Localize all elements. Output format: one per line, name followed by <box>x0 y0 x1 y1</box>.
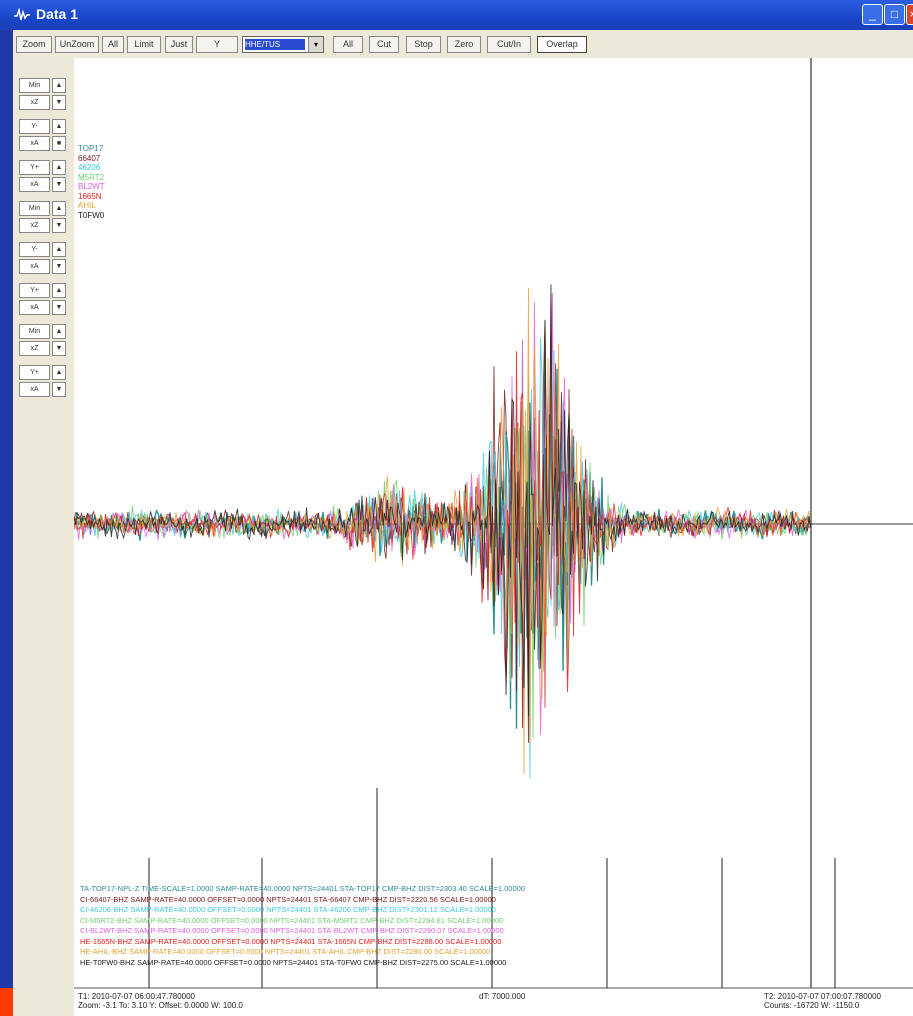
arrow-up-icon[interactable]: ▲ <box>52 78 66 93</box>
control-bottom-button[interactable]: xA <box>19 177 50 192</box>
trace-info: CI-46206-BHZ SAMP-RATE=40.0000 OFFSET=0.… <box>80 905 496 914</box>
control-group: Y- ▲ xA ▼ <box>19 242 66 276</box>
overlap-button[interactable]: Overlap <box>537 36 587 53</box>
window-title: Data 1 <box>36 6 79 22</box>
trace-info: TA-TOP17-NPL-Z TIME-SCALE=1.0000 SAMP-RA… <box>80 884 525 893</box>
control-top-button[interactable]: Min <box>19 78 50 93</box>
trace-info: CI-M5RT2-BHZ SAMP-RATE=40.0000 OFFSET=0.… <box>80 915 504 925</box>
waveform-trace <box>74 338 811 779</box>
control-top-button[interactable]: Min <box>19 201 50 216</box>
all-button[interactable]: All <box>102 36 124 53</box>
arrow-up-icon[interactable]: ▲ <box>52 324 66 339</box>
combo-dropdown-icon[interactable]: ▾ <box>308 37 323 52</box>
arrow-up-icon[interactable]: ▲ <box>52 365 66 380</box>
end-time: T2: 2010-07-07 07:00:07.780000 <box>764 992 881 1001</box>
stop-square-icon[interactable]: ■ <box>52 136 66 151</box>
minimize-button[interactable]: _ <box>862 4 883 25</box>
seismogram-plot[interactable]: TOP17 66407 46206 M5RT2 BL2WT 1665N AHIL… <box>74 58 913 1016</box>
station-combo-value: HHE/TUS <box>245 39 305 50</box>
toolbar: Zoom UnZoom All Limit Just Y HHE/TUS ▾ A… <box>13 30 913 58</box>
trace-info-lines: TA-TOP17-NPL-Z TIME-SCALE=1.0000 SAMP-RA… <box>80 884 525 968</box>
stop-button[interactable]: Stop <box>406 36 441 53</box>
arrow-up-icon[interactable]: ▲ <box>52 283 66 298</box>
control-bottom-button[interactable]: xA <box>19 259 50 274</box>
control-group: Y+ ▲ xA ▼ <box>19 160 66 194</box>
control-top-button[interactable]: Y+ <box>19 365 50 380</box>
station-legend: TOP17 66407 46206 M5RT2 BL2WT 1665N AHIL… <box>78 144 105 220</box>
start-time: T1: 2010-07-07 06:00:47.780000 <box>78 992 195 1001</box>
arrow-down-icon[interactable]: ▼ <box>52 218 66 233</box>
waveform-traces <box>74 284 812 779</box>
control-group: Y- ▲ xA ■ <box>19 119 66 153</box>
control-top-button[interactable]: Y- <box>19 119 50 134</box>
legend-entry[interactable]: T0FW0 <box>78 210 105 220</box>
y-button[interactable]: Y <box>196 36 238 53</box>
legend-entry[interactable]: M5RT2 <box>78 172 105 182</box>
legend-entry[interactable]: 46206 <box>78 163 101 172</box>
waveform-trace <box>74 351 811 708</box>
legend-entry[interactable]: 1665N <box>78 191 102 201</box>
station-combo[interactable]: HHE/TUS ▾ <box>242 36 324 53</box>
control-top-button[interactable]: Y- <box>19 242 50 257</box>
legend-entry[interactable]: TOP17 <box>78 144 104 153</box>
control-top-button[interactable]: Y+ <box>19 283 50 298</box>
control-top-button[interactable]: Y+ <box>19 160 50 175</box>
phase-markers <box>148 788 836 988</box>
close-button[interactable]: × <box>906 4 913 25</box>
legend-entry[interactable]: AHIL <box>78 201 96 210</box>
waveform-trace <box>74 368 812 729</box>
arrow-down-icon[interactable]: ▼ <box>52 382 66 397</box>
control-top-button[interactable]: Min <box>19 324 50 339</box>
waveform-trace <box>74 284 811 716</box>
main-window: Zoom UnZoom All Limit Just Y HHE/TUS ▾ A… <box>13 30 913 1016</box>
legend-entry[interactable]: 66407 <box>78 153 101 163</box>
control-group: Min ▲ xZ ▼ <box>19 201 66 235</box>
limit-button[interactable]: Limit <box>127 36 161 53</box>
arrow-up-icon[interactable]: ▲ <box>52 242 66 257</box>
cut-button[interactable]: Cut <box>369 36 399 53</box>
control-bottom-button[interactable]: xZ <box>19 341 50 356</box>
amplitude-controls-panel: Min ▲ xZ ▼ Y- ▲ xA ■ Y+ ▲ xA ▼ Min ▲ xZ … <box>13 58 71 1016</box>
zoom-button[interactable]: Zoom <box>16 36 52 53</box>
title-bar: Data 1 _ □ × <box>0 0 913 30</box>
arrow-down-icon[interactable]: ▼ <box>52 95 66 110</box>
control-group: Min ▲ xZ ▼ <box>19 78 66 112</box>
all-button-2[interactable]: All <box>333 36 363 53</box>
arrow-down-icon[interactable]: ▼ <box>52 341 66 356</box>
just-button[interactable]: Just <box>165 36 193 53</box>
arrow-up-icon[interactable]: ▲ <box>52 160 66 175</box>
desktop-accent-bar <box>0 988 13 1016</box>
control-bottom-button[interactable]: xZ <box>19 218 50 233</box>
maximize-button[interactable]: □ <box>884 4 905 25</box>
cut-in-button[interactable]: Cut/In <box>487 36 531 53</box>
arrow-down-icon[interactable]: ▼ <box>52 177 66 192</box>
counts-status: Counts: -16720 W: -1150.0 <box>764 1001 860 1010</box>
control-group: Min ▲ xZ ▼ <box>19 324 66 358</box>
unzoom-button[interactable]: UnZoom <box>55 36 99 53</box>
zero-button[interactable]: Zero <box>447 36 481 53</box>
delta-time: dT: 7000.000 <box>479 992 526 1001</box>
waveform-canvas[interactable] <box>74 58 913 1016</box>
seismogram-app-icon <box>14 8 30 21</box>
control-bottom-button[interactable]: xA <box>19 136 50 151</box>
arrow-down-icon[interactable]: ▼ <box>52 259 66 274</box>
arrow-up-icon[interactable]: ▲ <box>52 119 66 134</box>
control-group: Y+ ▲ xA ▼ <box>19 365 66 399</box>
trace-info: CI-BL2WT-BHZ SAMP-RATE=40.0000 OFFSET=0.… <box>80 926 504 935</box>
control-bottom-button[interactable]: xA <box>19 300 50 315</box>
arrow-down-icon[interactable]: ▼ <box>52 300 66 315</box>
trace-info: HE-AHIL-BHZ SAMP-RATE=40.0000 OFFSET=0.0… <box>80 947 491 956</box>
start-time-readout: T1: 2010-07-07 06:00:47.780000 Zoom: -3.… <box>78 992 243 1010</box>
control-bottom-button[interactable]: xZ <box>19 95 50 110</box>
end-time-readout: T2: 2010-07-07 07:00:07.780000 Counts: -… <box>764 992 881 1010</box>
zoom-status: Zoom: -3.1 To: 3.10 Y: Offset: 0.0000 W:… <box>78 1001 243 1010</box>
trace-info: HE-T0FW0-BHZ SAMP-RATE=40.0000 OFFSET=0.… <box>80 957 507 967</box>
trace-info: HE-1665N-BHZ SAMP-RATE=40.0000 OFFSET=0.… <box>80 936 502 946</box>
control-group: Y+ ▲ xA ▼ <box>19 283 66 317</box>
trace-info: CI-66407-BHZ SAMP-RATE=40.0000 OFFSET=0.… <box>80 894 496 904</box>
legend-entry[interactable]: BL2WT <box>78 182 105 191</box>
control-bottom-button[interactable]: xA <box>19 382 50 397</box>
arrow-up-icon[interactable]: ▲ <box>52 201 66 216</box>
